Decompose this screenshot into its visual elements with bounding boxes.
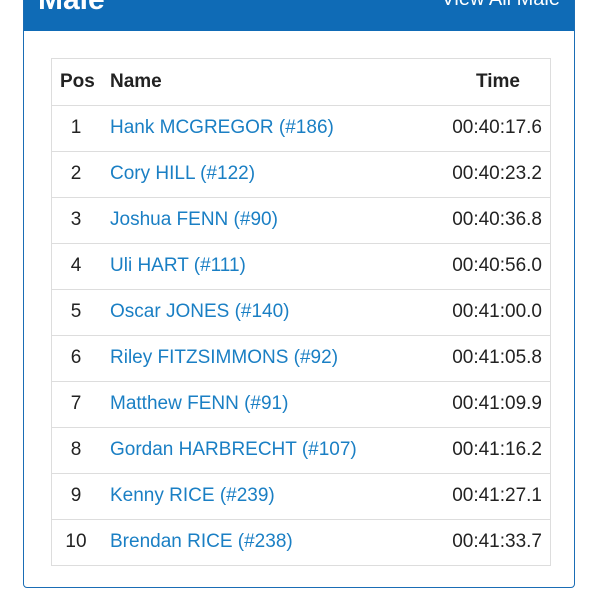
name-cell: Brendan RICE (#238) — [108, 518, 408, 565]
position-cell: 10 — [52, 518, 108, 565]
table-row: 9 Kenny RICE (#239) 00:41:27.1 — [52, 472, 550, 519]
table-row: 6 Riley FITZSIMMONS (#92) 00:41:05.8 — [52, 334, 550, 381]
time-cell: 00:40:56.0 — [408, 242, 550, 289]
position-cell: 8 — [52, 426, 108, 473]
runner-link[interactable]: Brendan RICE (#238) — [110, 531, 293, 553]
time-cell: 00:41:00.0 — [408, 288, 550, 335]
column-header-pos: Pos — [60, 70, 95, 92]
name-cell: Matthew FENN (#91) — [108, 380, 408, 427]
position-cell: 6 — [52, 334, 108, 381]
runner-link[interactable]: Kenny RICE (#239) — [110, 485, 275, 506]
position-cell: 4 — [52, 242, 108, 289]
runner-link[interactable]: Riley FITZSIMMONS (#92) — [110, 347, 339, 368]
runner-link[interactable]: Cory HILL (#122) — [110, 163, 256, 184]
position-cell: 2 — [52, 150, 108, 197]
table-row: 10 Brendan RICE (#238) 00:41:33.7 — [52, 518, 550, 565]
time-cell: 00:41:05.8 — [408, 334, 550, 381]
table-row: 3 Joshua FENN (#90) 00:40:36.8 — [52, 196, 550, 243]
name-cell: Hank MCGREGOR (#186) — [108, 104, 408, 151]
position-cell: 1 — [52, 104, 108, 151]
results-table-container: Pos Name Time 1 Hank MCGREGOR (#186) 00:… — [51, 58, 551, 566]
time-cell: 00:40:36.8 — [408, 196, 550, 243]
table-row: 5 Oscar JONES (#140) 00:41:00.0 — [52, 288, 550, 335]
column-header-name: Name — [110, 70, 162, 92]
time-cell: 00:41:33.7 — [408, 518, 550, 565]
name-cell: Cory HILL (#122) — [108, 150, 408, 197]
panel-header: Male View All Male — [24, 0, 574, 31]
position-cell: 9 — [52, 472, 108, 519]
table-row: 4 Uli HART (#111) 00:40:56.0 — [52, 242, 550, 289]
name-cell: Oscar JONES (#140) — [108, 288, 408, 335]
runner-link[interactable]: Hank MCGREGOR (#186) — [110, 117, 334, 138]
table-header-row: Pos Name Time — [52, 59, 550, 105]
time-cell: 00:41:16.2 — [408, 426, 550, 473]
time-cell: 00:40:17.6 — [408, 104, 550, 151]
time-cell: 00:41:09.9 — [408, 380, 550, 427]
name-cell: Riley FITZSIMMONS (#92) — [108, 334, 408, 381]
runner-link[interactable]: Joshua FENN (#90) — [110, 209, 278, 230]
name-cell: Gordan HARBRECHT (#107) — [108, 426, 408, 473]
view-all-link[interactable]: View All Male — [441, 0, 560, 11]
runner-link[interactable]: Matthew FENN (#91) — [110, 393, 289, 414]
results-table: Pos Name Time 1 Hank MCGREGOR (#186) 00:… — [52, 59, 550, 565]
runner-link[interactable]: Uli HART (#111) — [110, 255, 246, 276]
column-header-time: Time — [475, 70, 520, 92]
table-row: 8 Gordan HARBRECHT (#107) 00:41:16.2 — [52, 426, 550, 473]
time-cell: 00:41:27.1 — [408, 472, 550, 519]
results-panel: Male View All Male Pos Name Time 1 Hank … — [23, 0, 575, 588]
name-cell: Joshua FENN (#90) — [108, 196, 408, 243]
table-row: 2 Cory HILL (#122) 00:40:23.2 — [52, 150, 550, 197]
name-cell: Kenny RICE (#239) — [108, 472, 408, 519]
runner-link[interactable]: Oscar JONES (#140) — [110, 301, 290, 322]
table-row: 1 Hank MCGREGOR (#186) 00:40:17.6 — [52, 104, 550, 151]
time-cell: 00:40:23.2 — [408, 150, 550, 197]
table-row: 7 Matthew FENN (#91) 00:41:09.9 — [52, 380, 550, 427]
position-cell: 3 — [52, 196, 108, 243]
position-cell: 5 — [52, 288, 108, 335]
panel-title: Male — [38, 0, 105, 17]
runner-link[interactable]: Gordan HARBRECHT (#107) — [110, 439, 357, 460]
position-cell: 7 — [52, 380, 108, 427]
name-cell: Uli HART (#111) — [108, 242, 408, 289]
